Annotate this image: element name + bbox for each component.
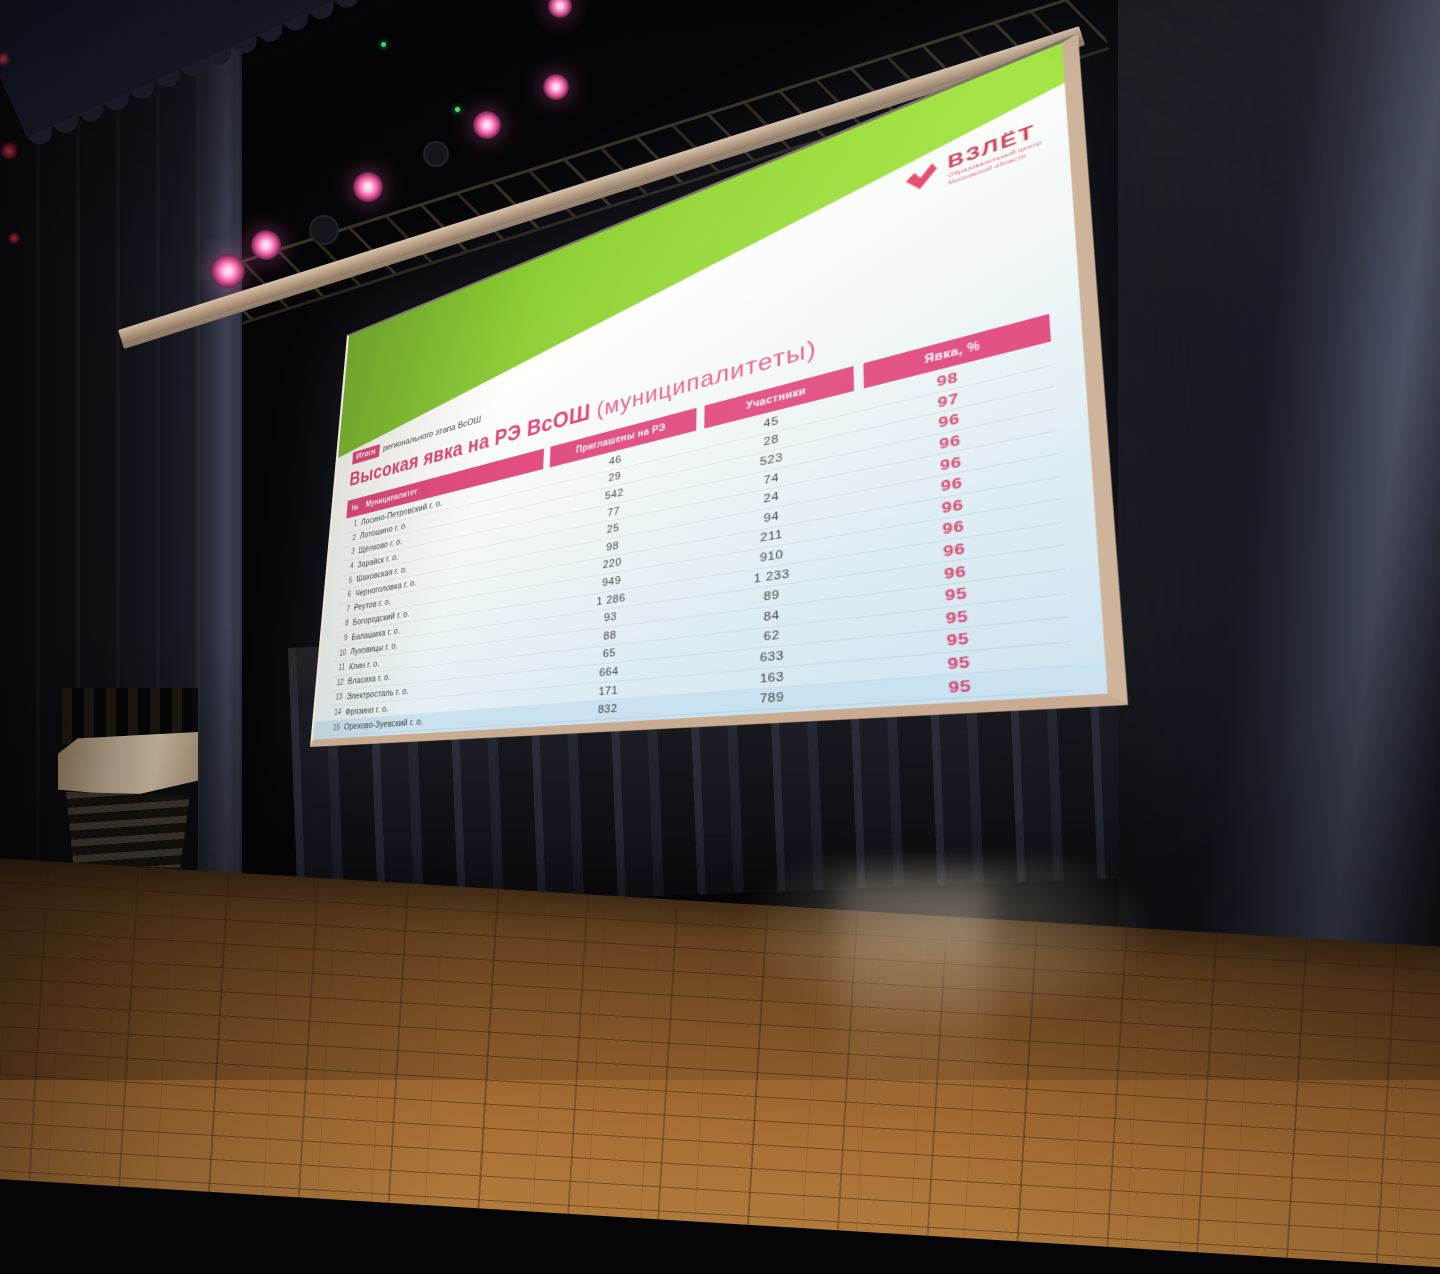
cell-num: 7 <box>346 604 351 614</box>
cell-num: 15 <box>332 723 341 733</box>
stage-light <box>543 74 569 100</box>
piano-cloth <box>58 732 198 796</box>
cell-num: 13 <box>335 693 343 703</box>
cell-num: 9 <box>343 633 348 643</box>
cell-num: 5 <box>348 576 353 586</box>
stage-light <box>211 254 245 288</box>
auditorium-scene: Итогирегионального этапа ВсОШ Высокая яв… <box>0 0 1440 1080</box>
cell-num: 12 <box>336 678 344 688</box>
covered-piano <box>58 688 198 870</box>
cell-num: 6 <box>347 590 352 600</box>
indicator-light <box>381 42 386 47</box>
piano-slats <box>66 792 190 868</box>
red-light-glint <box>0 52 10 66</box>
cell-num: 1 <box>353 519 358 529</box>
cell-num: 4 <box>349 561 354 571</box>
floor-reflection-streak <box>840 880 990 1090</box>
stage-light <box>548 0 572 18</box>
header-number-label: № <box>351 502 359 513</box>
right-curtain <box>1118 0 1440 968</box>
light-fixture <box>423 141 449 167</box>
floor-reflection <box>640 860 1200 1090</box>
stage-light <box>251 230 281 260</box>
cell-num: 3 <box>350 547 355 557</box>
cell-num: 11 <box>338 663 346 673</box>
stage-light <box>473 111 501 139</box>
red-light-glint <box>0 142 18 160</box>
cell-num: 14 <box>333 708 342 718</box>
indicator-light <box>455 107 460 112</box>
red-light-glint <box>8 232 20 244</box>
cell-num: 2 <box>352 533 357 543</box>
stage-light <box>353 172 383 202</box>
light-fixture <box>309 215 339 245</box>
cell-num: 10 <box>338 648 347 659</box>
cell-num: 8 <box>344 619 349 629</box>
